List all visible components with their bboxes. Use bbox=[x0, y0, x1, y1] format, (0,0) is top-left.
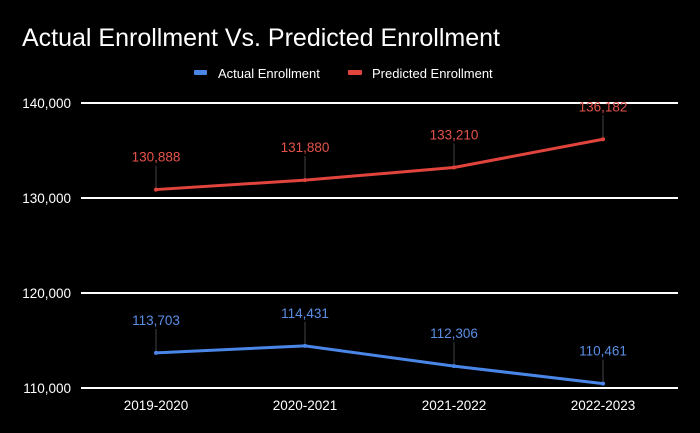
chart-title: Actual Enrollment Vs. Predicted Enrollme… bbox=[22, 24, 500, 52]
gridlines bbox=[81, 102, 678, 389]
legend-label-predicted: Predicted Enrollment bbox=[372, 66, 493, 81]
data-point[interactable] bbox=[452, 165, 456, 170]
y-tick-label: 140,000 bbox=[22, 96, 71, 111]
y-tick-label: 120,000 bbox=[22, 286, 71, 301]
data-label: 114,431 bbox=[281, 306, 329, 321]
x-tick-label: 2021-2022 bbox=[422, 398, 487, 413]
data-label: 133,210 bbox=[430, 128, 479, 143]
data-label: 131,880 bbox=[281, 140, 330, 155]
x-tick-label: 2020-2021 bbox=[273, 398, 338, 413]
data-point[interactable] bbox=[601, 381, 605, 386]
series-actual-enrollment: 113,703 114,431 112,306 110,461 bbox=[132, 306, 627, 386]
legend-swatch-predicted bbox=[348, 70, 362, 75]
legend-swatch-actual bbox=[194, 70, 207, 75]
series-predicted-enrollment: 130,888 131,880 133,210 136,182 bbox=[132, 99, 628, 192]
data-point[interactable] bbox=[154, 187, 158, 192]
data-point[interactable] bbox=[303, 178, 307, 183]
series: 113,703 114,431 112,306 110,461 130,888 131,8… bbox=[132, 99, 628, 386]
y-tick-label: 130,000 bbox=[22, 191, 71, 206]
data-label: 136,182 bbox=[579, 99, 628, 114]
data-label: 112,306 bbox=[430, 326, 478, 341]
series-line[interactable] bbox=[155, 137, 604, 192]
x-tick-label: 2022-2023 bbox=[571, 398, 636, 413]
legend-item-predicted[interactable]: Predicted Enrollment bbox=[348, 66, 493, 81]
data-point[interactable] bbox=[154, 350, 158, 355]
x-tick-label: 2019-2020 bbox=[124, 398, 189, 413]
data-point[interactable] bbox=[452, 364, 456, 369]
series-line[interactable] bbox=[155, 344, 604, 386]
x-axis-ticks: 2019-2020 2020-2021 2021-2022 2022-2023 bbox=[124, 398, 636, 413]
y-axis-ticks: 110,000 120,000 130,000 140,000 bbox=[22, 96, 71, 396]
legend-item-actual[interactable]: Actual Enrollment bbox=[194, 66, 320, 81]
data-point[interactable] bbox=[303, 343, 307, 348]
data-label: 130,888 bbox=[132, 150, 181, 165]
data-label: 113,703 bbox=[132, 313, 180, 328]
data-label: 110,461 bbox=[579, 344, 627, 359]
legend: Actual Enrollment Predicted Enrollment bbox=[194, 66, 493, 81]
data-point[interactable] bbox=[601, 137, 605, 142]
legend-label-actual: Actual Enrollment bbox=[218, 66, 320, 81]
y-tick-label: 110,000 bbox=[23, 381, 71, 396]
